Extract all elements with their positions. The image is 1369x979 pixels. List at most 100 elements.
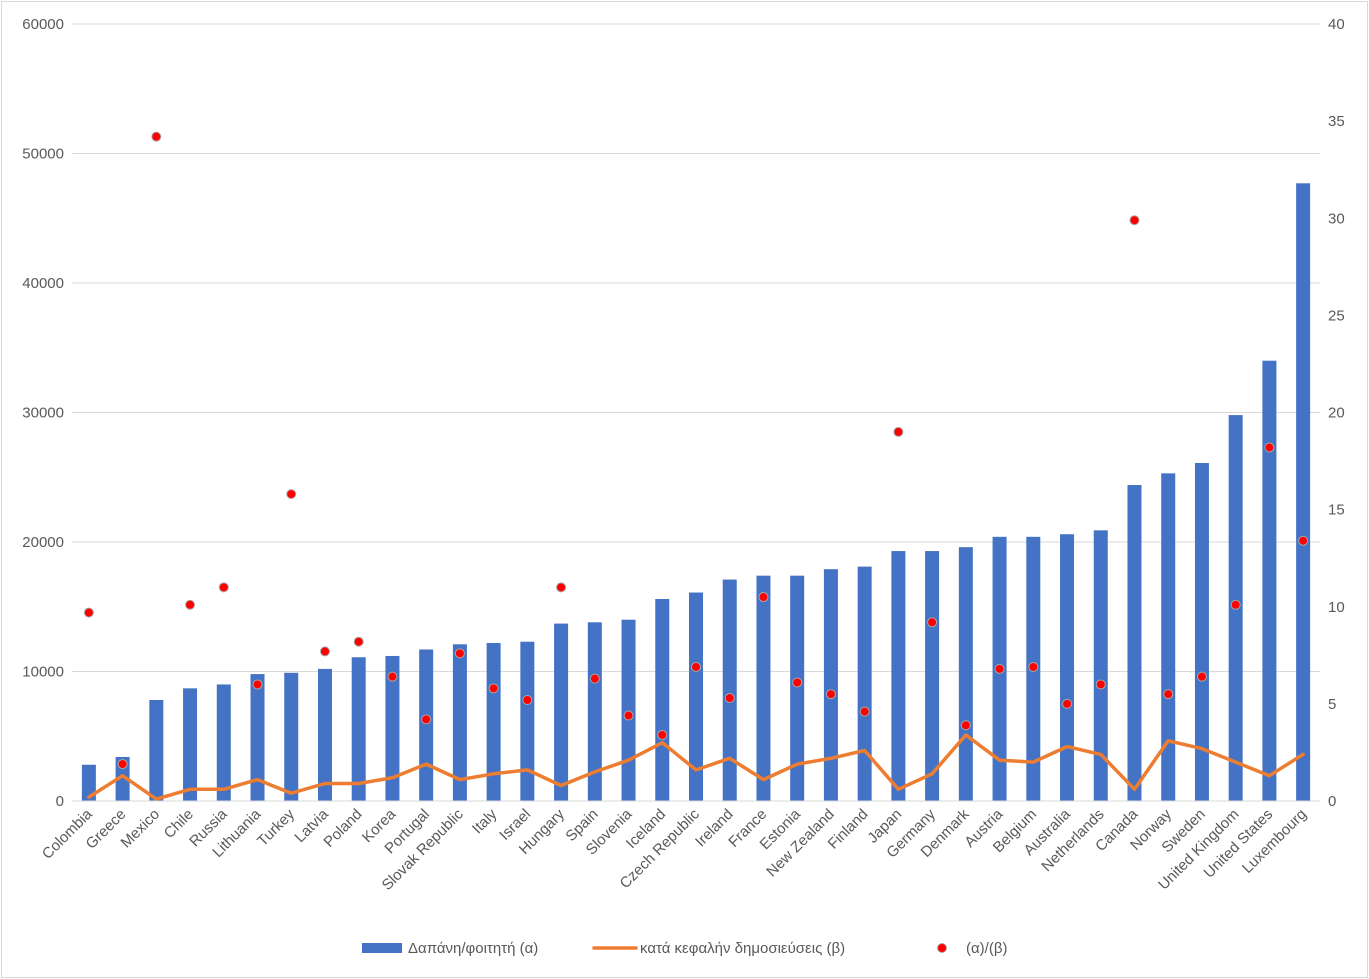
legend-label: κατά κεφαλήν δημοσιεύσεις (β) [640, 940, 845, 957]
scatter-point [353, 636, 364, 647]
bar [958, 547, 973, 801]
scatter-point [825, 689, 836, 700]
y-right-tick-label: 10 [1328, 599, 1345, 616]
gridlines [72, 23, 1320, 672]
bar [621, 619, 636, 801]
scatter-point [488, 683, 499, 694]
y-right-tick-label: 5 [1328, 696, 1336, 713]
scatter-point [454, 648, 465, 659]
bar [284, 672, 299, 801]
bar [1194, 463, 1209, 801]
scatter-point [1196, 671, 1207, 682]
bar [385, 655, 400, 801]
y-left-tick-label: 60000 [22, 16, 64, 33]
legend-label: (α)/(β) [966, 940, 1007, 957]
legend-swatch-dot [937, 943, 947, 953]
scatter-point [758, 592, 769, 603]
y-right-tick-label: 20 [1328, 405, 1345, 422]
y-right-tick-label: 25 [1328, 307, 1345, 324]
scatter-point [691, 661, 701, 672]
y-right-tick-label: 0 [1328, 793, 1336, 810]
scatter-point [657, 729, 668, 740]
bar [1127, 485, 1142, 801]
scatter-point [185, 599, 196, 610]
bar [486, 643, 501, 801]
y-left-tick-label: 40000 [22, 275, 64, 292]
y-right-tick-label: 35 [1328, 113, 1345, 130]
scatter-point [319, 646, 330, 657]
y-left-tick-label: 0 [56, 793, 64, 810]
scatter-point [286, 489, 297, 500]
bar [520, 641, 535, 801]
bar [587, 622, 602, 801]
bar [149, 699, 164, 801]
scatter-series [83, 131, 1309, 770]
bar [722, 579, 737, 801]
scatter-point [83, 607, 94, 618]
bar [81, 764, 96, 801]
bar [925, 551, 940, 801]
bar [351, 657, 366, 801]
scatter-point [1095, 679, 1106, 690]
scatter-point [218, 582, 229, 593]
bar [655, 598, 670, 801]
scatter-point [792, 677, 803, 688]
scatter-point [387, 671, 398, 682]
y-right-tick-label: 40 [1328, 16, 1345, 33]
scatter-point [421, 714, 432, 725]
y-right-tick-label: 30 [1328, 210, 1345, 227]
scatter-point [1129, 215, 1140, 226]
category-label: Poland [320, 806, 365, 851]
y-right-tick-label: 15 [1328, 502, 1345, 519]
bar [317, 668, 332, 801]
scatter-point [252, 679, 263, 690]
scatter-point [960, 720, 971, 731]
category-label: Mexico [118, 806, 164, 852]
bar [1296, 183, 1311, 801]
y-left-tick-label: 30000 [22, 405, 64, 422]
bar [756, 575, 771, 801]
scatter-point [1264, 442, 1275, 453]
scatter-point [1028, 661, 1039, 672]
category-label: Turkey [254, 805, 298, 849]
scatter-point [556, 582, 567, 593]
bar [823, 569, 838, 801]
y-left-tick-label: 10000 [22, 664, 64, 681]
bar [1060, 534, 1075, 801]
bar [115, 756, 130, 801]
scatter-point [589, 673, 600, 684]
scatter-point [927, 617, 938, 628]
bar [790, 575, 805, 801]
scatter-point [1230, 599, 1241, 610]
category-label: Colombia [39, 805, 96, 862]
bar-series [81, 183, 1311, 801]
bar [1262, 360, 1277, 801]
scatter-point [623, 710, 634, 721]
bar [1093, 530, 1108, 801]
legend: Δαπάνη/φοιτητή (α) κατά κεφαλήν δημοσιεύσ… [362, 940, 1007, 957]
scatter-point [724, 693, 735, 704]
bar [891, 551, 906, 801]
scatter-point [1298, 535, 1309, 546]
bar [216, 684, 231, 801]
legend-label: Δαπάνη/φοιτητή (α) [408, 940, 538, 957]
scatter-point [522, 694, 533, 705]
y-left-tick-label: 20000 [22, 534, 64, 551]
bar [689, 592, 703, 801]
bar [183, 688, 198, 801]
bar [554, 623, 569, 801]
scatter-point [1062, 698, 1073, 709]
y-left-tick-label: 50000 [22, 146, 64, 163]
scatter-point [859, 706, 870, 717]
line-series-path [87, 733, 1305, 801]
scatter-point [994, 663, 1005, 674]
bar [857, 566, 872, 801]
bar [250, 674, 265, 801]
bar [1161, 473, 1176, 801]
scatter-point [151, 131, 162, 142]
legend-swatch-bar [362, 943, 402, 953]
bar [452, 644, 467, 801]
scatter-point [893, 426, 904, 437]
